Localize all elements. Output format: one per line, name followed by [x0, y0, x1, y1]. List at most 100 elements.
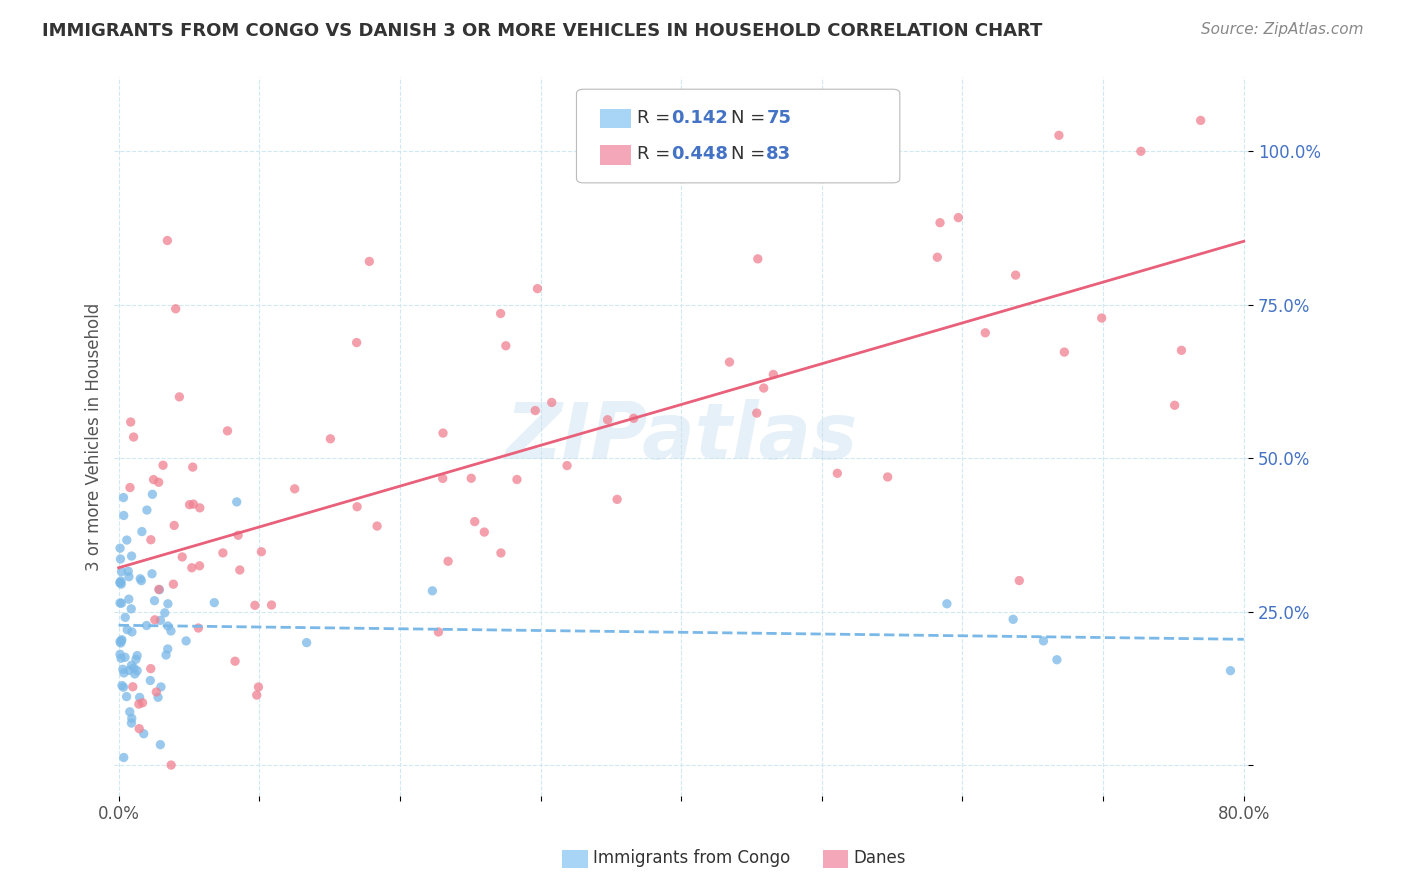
Point: [110, 565, 132, 579]
Point: [120, 602, 142, 616]
Point: [250, 545, 273, 559]
Text: ZIPatlas: ZIPatlas: [505, 399, 858, 475]
Point: [876, 470, 898, 484]
Text: 0.142: 0.142: [671, 109, 727, 127]
Text: 75: 75: [766, 109, 792, 127]
Point: [110, 633, 132, 648]
Point: [118, 705, 141, 719]
Point: [1189, 113, 1212, 128]
Point: [180, 561, 202, 575]
Point: [246, 688, 269, 702]
Point: [225, 495, 247, 509]
Point: [224, 654, 246, 668]
Point: [115, 690, 138, 704]
Point: [112, 491, 135, 505]
Point: [747, 252, 769, 266]
Point: [1091, 311, 1114, 326]
Point: [422, 583, 444, 598]
Point: [174, 633, 197, 648]
Point: [188, 558, 211, 573]
Point: [110, 552, 132, 566]
Point: [111, 632, 134, 647]
Point: [229, 563, 252, 577]
Text: 0.448: 0.448: [671, 145, 728, 163]
Point: [948, 211, 970, 225]
Point: [183, 497, 205, 511]
Point: [108, 575, 131, 590]
Point: [346, 500, 368, 514]
Point: [128, 697, 150, 711]
Point: [142, 473, 165, 487]
Point: [132, 727, 155, 741]
Point: [1219, 664, 1241, 678]
Text: N =: N =: [731, 109, 770, 127]
Point: [131, 574, 153, 588]
Point: [108, 634, 131, 648]
Point: [1032, 634, 1054, 648]
Point: [160, 624, 183, 638]
Point: [127, 648, 149, 663]
Point: [247, 680, 270, 694]
Point: [121, 711, 143, 725]
Point: [128, 722, 150, 736]
Text: Source: ZipAtlas.com: Source: ZipAtlas.com: [1201, 22, 1364, 37]
Point: [118, 664, 141, 678]
Point: [432, 426, 454, 441]
Text: N =: N =: [731, 145, 770, 163]
Point: [212, 546, 235, 560]
Point: [935, 597, 957, 611]
Point: [188, 500, 211, 515]
Point: [1046, 653, 1069, 667]
Y-axis label: 3 or more Vehicles in Household: 3 or more Vehicles in Household: [86, 302, 103, 571]
Point: [117, 564, 139, 578]
Point: [118, 592, 141, 607]
Point: [555, 458, 578, 473]
Point: [143, 593, 166, 607]
Point: [260, 598, 283, 612]
Point: [1002, 612, 1025, 626]
Point: [122, 661, 145, 675]
Point: [121, 549, 143, 563]
Point: [181, 460, 204, 475]
Point: [156, 619, 179, 633]
Point: [141, 566, 163, 581]
Point: [111, 679, 134, 693]
Point: [112, 750, 135, 764]
Point: [128, 690, 150, 705]
Point: [108, 596, 131, 610]
Point: [1053, 345, 1076, 359]
Point: [460, 471, 482, 485]
Point: [110, 651, 132, 665]
Point: [745, 406, 768, 420]
Point: [319, 432, 342, 446]
Point: [115, 623, 138, 637]
Point: [165, 301, 187, 316]
Point: [156, 597, 179, 611]
Point: [141, 487, 163, 501]
Point: [974, 326, 997, 340]
Point: [927, 250, 949, 264]
Text: Danes: Danes: [853, 849, 905, 867]
Point: [149, 680, 172, 694]
Point: [112, 665, 135, 680]
Point: [596, 413, 619, 427]
Point: [472, 525, 495, 540]
Point: [489, 306, 512, 320]
Point: [1163, 398, 1185, 412]
Point: [149, 738, 172, 752]
Point: [125, 652, 148, 666]
Point: [148, 582, 170, 597]
Point: [217, 424, 239, 438]
Point: [143, 613, 166, 627]
Point: [110, 636, 132, 650]
Point: [524, 403, 547, 417]
Point: [112, 508, 135, 523]
Point: [139, 673, 162, 688]
Point: [127, 664, 149, 678]
Point: [148, 582, 170, 597]
Point: [179, 498, 201, 512]
Point: [110, 577, 132, 591]
Point: [135, 503, 157, 517]
Text: IMMIGRANTS FROM CONGO VS DANISH 3 OR MORE VEHICLES IN HOUSEHOLD CORRELATION CHAR: IMMIGRANTS FROM CONGO VS DANISH 3 OR MOR…: [42, 22, 1043, 40]
Point: [160, 758, 183, 772]
